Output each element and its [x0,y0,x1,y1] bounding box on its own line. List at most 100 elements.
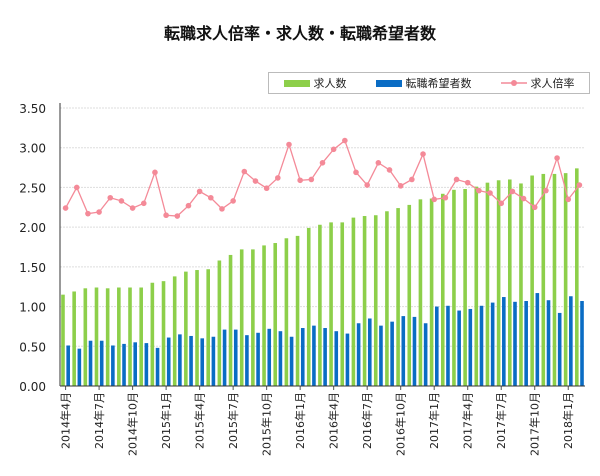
ratio-point [342,137,348,144]
x-tick-label: 2016年7月 [360,392,374,449]
x-tick-label: 2014年7月 [92,392,106,449]
bar-job-openings [105,288,110,386]
ratio-point [241,168,248,175]
ratio-point [152,169,158,176]
x-tick-label: 2017年10月 [528,392,542,456]
bar-job-openings [318,224,322,386]
bar-job-openings [496,180,501,386]
chart-title: 転職求人倍率・求人数・転職希望者数 [163,24,436,43]
ratio-point [409,176,415,183]
bar-job-openings [228,254,233,386]
bar-job-openings [72,291,76,386]
x-tick-label: 2017年7月 [494,392,508,449]
legend-label: 求人数 [313,77,347,90]
ratio-point [509,188,516,195]
bar-job-openings [407,204,412,386]
bar-job-openings [575,168,579,386]
bar-job-openings [150,282,155,386]
bar-job-openings [373,215,378,386]
ratio-point [96,209,102,215]
bar-job-seekers [490,302,495,386]
ratio-point [163,212,169,219]
bar-job-openings [128,287,132,386]
bar-job-openings [485,182,490,386]
bar-job-openings [552,173,557,386]
x-tick-label: 2014年4月 [59,392,73,449]
bar-job-seekers [166,337,171,386]
ratio-point [464,179,471,186]
bar-job-seekers [423,323,428,386]
bar-job-seekers [580,301,584,386]
x-tick-label: 2018年1月 [561,392,575,449]
x-tick-label: 2017年1月 [427,392,441,449]
ratio-point [207,194,214,201]
bar-job-seekers [323,328,327,386]
ratio-point [185,202,192,209]
bar-job-openings [139,287,143,386]
bar-job-openings [94,287,99,386]
bar-job-openings [306,227,311,386]
bar-job-seekers [502,297,506,386]
legend-label: 求人倍率 [530,77,575,90]
bar-job-seekers [535,293,540,386]
bar-job-openings [117,287,121,386]
bar-job-openings [273,243,278,386]
ratio-point [107,194,114,201]
bar-job-seekers [222,329,227,386]
bar-job-seekers [289,336,294,386]
bar-job-openings [418,199,423,386]
x-tick-label: 2015年1月 [159,392,173,449]
bar-job-seekers [256,332,260,386]
bar-job-openings [340,222,345,386]
bar-job-seekers [513,301,517,386]
ratio-point [520,195,527,202]
bar-job-seekers [77,348,82,386]
bar-job-seekers [133,342,138,386]
bar-job-seekers [446,305,450,386]
bar-job-seekers [99,340,104,386]
ratio-point [386,167,393,173]
bar-job-seekers [278,331,283,386]
ratio-point [230,198,236,204]
bar-job-openings [429,198,434,386]
ratio-point [308,176,315,183]
ratio-point [263,185,270,192]
bar-job-seekers [557,312,562,386]
bar-job-seekers [267,328,272,386]
bar-job-seekers [367,318,372,386]
ratio-point [330,146,337,153]
y-tick-label: 0.50 [19,340,46,354]
bar-job-openings [396,208,400,386]
ratio-point [476,187,482,194]
bar-job-seekers [468,308,473,386]
legend-item-ratio: 求人倍率 [500,75,575,91]
ratio-point [118,198,125,204]
x-tick-label: 2016年4月 [327,392,341,449]
bar-job-seekers [189,335,193,386]
bar-job-seekers [200,338,205,386]
bar-job-seekers [435,306,439,386]
y-tick-label: 3.50 [19,102,46,116]
bar-job-openings [217,260,222,386]
y-tick-label: 0.00 [19,380,46,394]
ratio-point [286,141,292,148]
y-tick-label: 1.50 [19,261,46,275]
bar-job-seekers [66,345,70,386]
bar-job-seekers [178,334,182,386]
bar-job-openings [195,270,199,386]
ratio-point [297,177,303,184]
ratio-point [353,169,359,176]
legend-item-job-openings: 求人数 [283,75,347,91]
bar-job-openings [284,238,289,386]
x-tick-label: 2017年4月 [461,392,475,449]
ratio-point [275,175,281,181]
ratio-point [319,160,326,166]
bar-job-seekers [379,325,383,386]
bar-job-seekers [524,301,528,386]
y-tick-label: 2.50 [19,181,46,195]
bar-job-seekers [569,296,573,386]
bar-job-openings [251,249,255,386]
bar-job-seekers [122,343,126,386]
ratio-point [252,178,259,184]
